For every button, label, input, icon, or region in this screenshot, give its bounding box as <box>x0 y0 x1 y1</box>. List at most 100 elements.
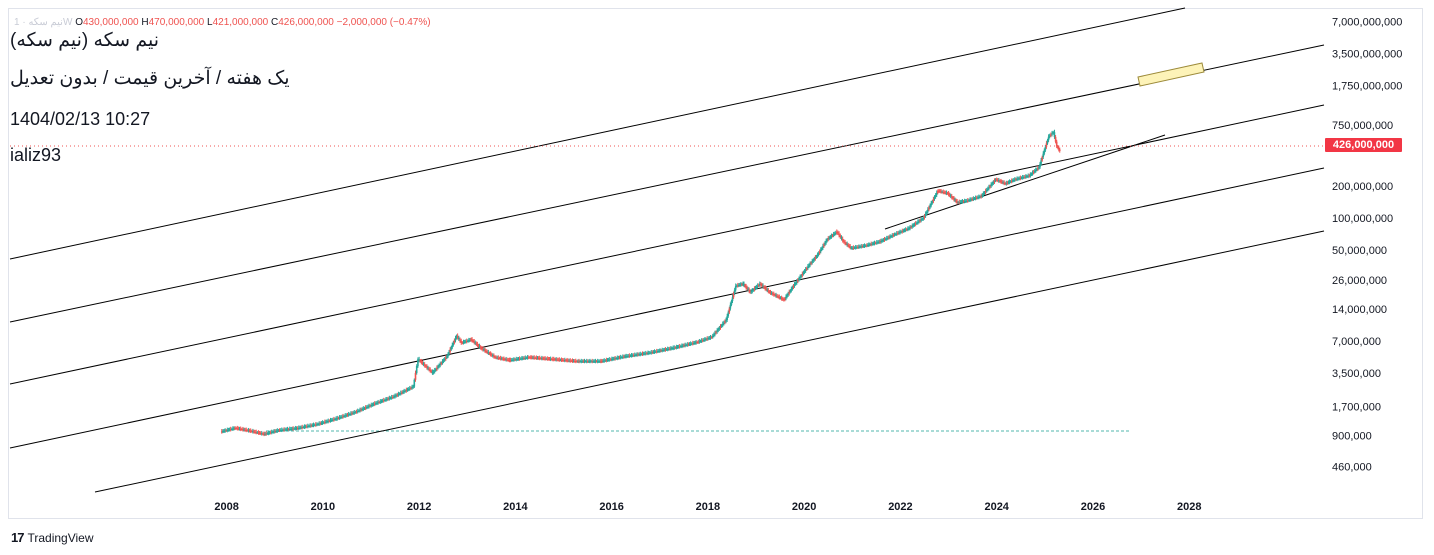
candle-body <box>711 335 714 338</box>
candle-body <box>1025 176 1027 178</box>
candle-body <box>573 361 576 363</box>
candle-body <box>562 360 565 362</box>
candle-body <box>763 286 765 288</box>
candle-body <box>769 292 772 294</box>
channel-line-2 <box>9 44 1325 323</box>
ohlc-legend: نیم سکه · 1W O430,000,000 H470,000,000 L… <box>14 17 431 28</box>
candle-body <box>259 433 262 435</box>
candle-body <box>547 358 550 360</box>
candle-body <box>568 360 571 362</box>
candle-body <box>442 360 445 362</box>
candle-body <box>676 346 679 348</box>
candle-body <box>965 200 968 202</box>
candle-body <box>337 417 340 419</box>
candle-body <box>721 323 724 326</box>
candle-body <box>278 430 281 432</box>
y-tick-label: 750,000,000 <box>1332 120 1393 132</box>
candle-body <box>1000 181 1002 183</box>
candle-body <box>705 339 707 341</box>
candle-body <box>747 288 749 290</box>
candle-body <box>651 352 654 354</box>
candle-body <box>555 359 557 361</box>
candle-body <box>351 413 353 415</box>
candle-body <box>640 353 643 355</box>
candle-body <box>314 424 317 426</box>
candle-body <box>798 278 800 280</box>
candle-body <box>882 239 885 241</box>
candle-body <box>895 233 898 235</box>
candle-body <box>331 419 334 421</box>
channel-line-3 <box>9 104 1325 385</box>
candle-body <box>1033 170 1036 172</box>
candle-body <box>413 379 416 387</box>
candle-body <box>346 414 349 416</box>
candle-body <box>1048 135 1051 137</box>
candle-body <box>752 289 755 291</box>
y-tick-label: 3,500,000,000 <box>1332 49 1402 61</box>
candle-body <box>585 361 588 363</box>
candle-body <box>1028 175 1031 177</box>
candle-body <box>475 343 478 345</box>
chart-subtitle: یک هفته / آخرین قیمت / بدون تعدیل <box>10 68 290 89</box>
candle-body <box>438 365 440 367</box>
candle-body <box>245 429 248 431</box>
candle-body <box>440 362 443 365</box>
candle-body <box>762 285 764 287</box>
x-tick-label: 2028 <box>1177 501 1201 513</box>
candle-body <box>765 288 768 290</box>
candle-body <box>749 291 751 293</box>
candle-body <box>928 207 930 210</box>
candle-body <box>531 357 533 359</box>
candle-body <box>1050 134 1052 136</box>
candle-body <box>414 372 417 380</box>
candle-body <box>380 401 383 403</box>
x-tick-label: 2008 <box>214 501 238 513</box>
candle-body <box>898 232 900 234</box>
candle-body <box>554 359 556 361</box>
candle-body <box>403 391 405 393</box>
tradingview-brand[interactable]: 17 TradingView <box>11 530 94 545</box>
candle-body <box>635 354 637 356</box>
candle-body <box>615 358 618 360</box>
candle-body <box>687 344 690 346</box>
candle-body <box>913 224 916 226</box>
candle-body <box>1052 132 1055 134</box>
candle-body <box>963 201 966 203</box>
candle-body <box>740 284 742 286</box>
candle-body <box>232 428 234 430</box>
candle-body <box>933 197 936 200</box>
candle-body <box>717 329 720 331</box>
candle-body <box>648 352 650 354</box>
candle-body <box>350 413 352 415</box>
candle-body <box>272 431 274 433</box>
high-label: H <box>141 17 149 28</box>
candle-body <box>339 417 342 419</box>
candle-body <box>361 409 364 411</box>
candle-body <box>682 345 684 347</box>
candle-body <box>472 340 474 342</box>
candle-body <box>537 358 540 360</box>
candle-body <box>675 347 678 349</box>
candle-body <box>971 199 974 201</box>
candle-body <box>601 361 603 363</box>
candle-body <box>995 179 998 181</box>
candle-body <box>222 431 224 433</box>
candle-body <box>841 238 844 241</box>
candle-body <box>779 297 782 299</box>
candle-body <box>823 244 825 247</box>
candle-body <box>929 205 931 208</box>
candle-body <box>745 286 747 288</box>
candle-body <box>589 361 591 363</box>
candle-body <box>478 346 481 348</box>
candle-body <box>1034 169 1037 171</box>
candle-body <box>237 428 240 430</box>
candle-body <box>312 424 315 426</box>
candle-body <box>1026 176 1028 178</box>
candle-body <box>1055 141 1058 147</box>
candle-body <box>439 364 442 366</box>
candle-body <box>1021 177 1024 179</box>
candle-body <box>793 284 796 286</box>
candle-body <box>485 350 487 352</box>
candle-body <box>571 360 574 362</box>
